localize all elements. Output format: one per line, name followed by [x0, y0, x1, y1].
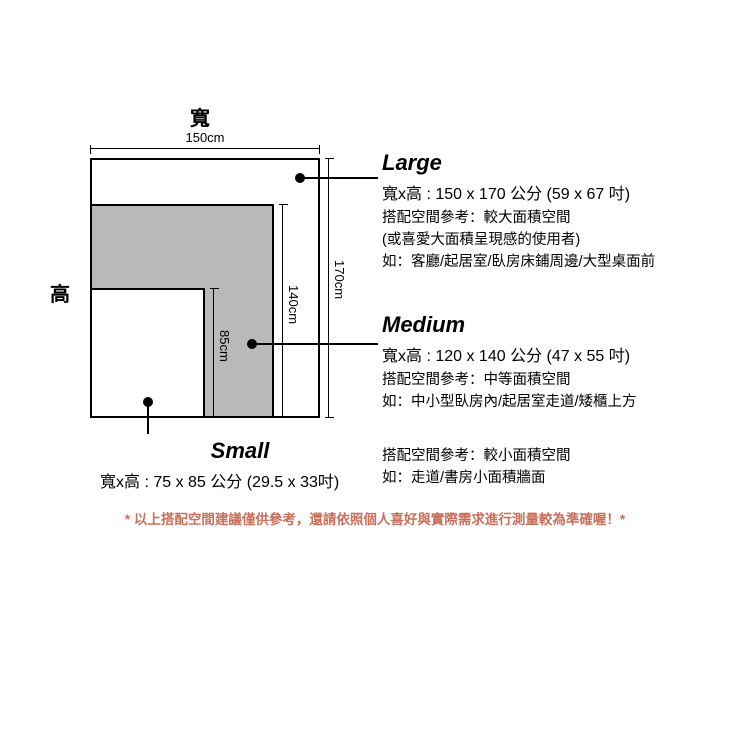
- title-medium: Medium: [382, 312, 722, 338]
- desc-small-2: 如：走道/書房小面積牆面: [382, 468, 712, 490]
- callout-line-medium: [252, 343, 378, 345]
- dim-small-height-line: [213, 288, 214, 418]
- block-small-left: Small 寬x高 : 75 x 85 公分 (29.5 x 33吋): [100, 438, 380, 496]
- dims-small: 寬x高 : 75 x 85 公分 (29.5 x 33吋): [100, 468, 380, 492]
- desc-large-2: (或喜愛大面積呈現感的使用者): [382, 230, 722, 252]
- title-large: Large: [382, 150, 722, 176]
- callout-line-large: [300, 177, 378, 179]
- axis-width-label: 寬: [190, 102, 210, 131]
- axis-height-label: 高: [50, 278, 70, 307]
- dim-large-width-line: [90, 148, 320, 149]
- desc-small-1: 搭配空間參考：較小面積空間: [382, 446, 712, 468]
- footnote: * 以上搭配空間建議僅供參考，還請依照個人喜好與實際需求進行測量較為準確喔！*: [0, 508, 750, 528]
- dim-medium-height-label: 140cm: [286, 285, 301, 324]
- size-diagram: 寬 高 150cm 120cm 75cm 170cm 140cm 85cm La…: [0, 0, 750, 750]
- block-small-right: 搭配空間參考：較小面積空間 如：走道/書房小面積牆面: [382, 446, 712, 490]
- block-large: Large 寬x高 : 150 x 170 公分 (59 x 67 吋) 搭配空…: [382, 150, 722, 273]
- dim-large-height-label: 170cm: [332, 260, 347, 299]
- dims-medium: 寬x高 : 120 x 140 公分 (47 x 55 吋): [382, 342, 722, 366]
- dim-large-height-line: [328, 158, 329, 418]
- desc-medium-1: 搭配空間參考：中等面積空間: [382, 370, 722, 392]
- title-small: Small: [100, 438, 380, 464]
- callout-line-small: [147, 402, 149, 434]
- desc-medium-2: 如：中小型臥房內/起居室走道/矮櫃上方: [382, 392, 722, 414]
- dim-medium-height-line: [282, 204, 283, 418]
- dim-small-height-label: 85cm: [217, 330, 232, 362]
- block-medium: Medium 寬x高 : 120 x 140 公分 (47 x 55 吋) 搭配…: [382, 312, 722, 414]
- dims-large: 寬x高 : 150 x 170 公分 (59 x 67 吋): [382, 180, 722, 204]
- dim-large-width-label: 150cm: [90, 130, 320, 145]
- desc-large-1: 搭配空間參考：較大面積空間: [382, 208, 722, 230]
- desc-large-3: 如：客廳/起居室/臥房床鋪周邊/大型桌面前: [382, 252, 722, 274]
